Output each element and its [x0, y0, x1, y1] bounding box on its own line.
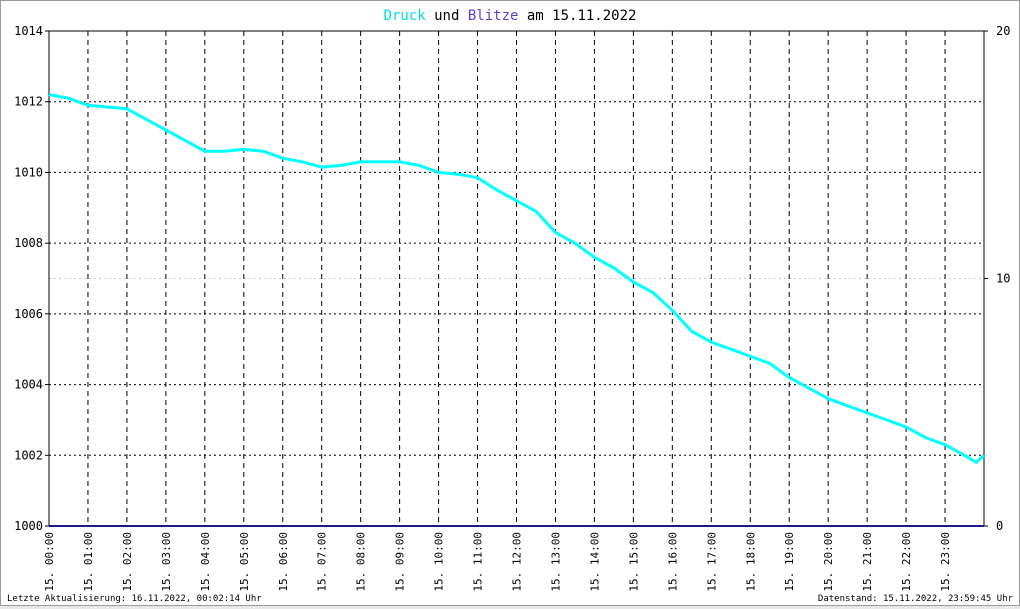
x-tick-label: 15. 12:00 — [511, 532, 524, 592]
x-tick-label: 15. 02:00 — [121, 532, 134, 592]
y-left-tick-label: 1012 — [14, 95, 43, 109]
x-tick-label: 15. 23:00 — [939, 532, 952, 592]
y-left-tick-label: 1006 — [14, 307, 43, 321]
y-left-tick-label: 1010 — [14, 165, 43, 179]
footer-data-status: Datenstand: 15.11.2022, 23:59:45 Uhr — [818, 594, 1014, 604]
x-tick-label: 15. 09:00 — [394, 532, 407, 592]
axes — [45, 30, 988, 527]
series-lines — [48, 93, 986, 527]
x-tick-label: 15. 03:00 — [160, 532, 173, 592]
y-right-tick-label: 20 — [996, 24, 1010, 38]
x-tick-label: 15. 15:00 — [627, 532, 640, 592]
y-left-tick-label: 1014 — [14, 24, 43, 38]
title-druck: Druck — [384, 8, 427, 24]
x-tick-label: 15. 00:00 — [43, 532, 56, 592]
tick-labels: 1000 1002 1004 1006 1008 1010 1012 1014 0 10 20 15.… — [14, 24, 1010, 592]
x-tick-label: 15. 01:00 — [82, 532, 95, 592]
x-tick-label: 15. 10:00 — [433, 532, 446, 592]
x-tick-label: 15. 07:00 — [316, 532, 329, 592]
y-left-tick-label: 1000 — [14, 519, 43, 533]
x-tick-label: 15. 13:00 — [549, 532, 562, 592]
x-tick-label: 15. 19:00 — [783, 532, 796, 592]
x-tick-label: 15. 05:00 — [238, 532, 251, 592]
x-tick-label: 15. 04:00 — [199, 532, 212, 592]
grid-lines — [49, 31, 984, 526]
x-tick-label: 15. 16:00 — [666, 532, 679, 592]
x-tick-label: 15. 18:00 — [744, 532, 757, 592]
footer-last-update: Letzte Aktualisierung: 16.11.2022, 00:02… — [7, 594, 262, 604]
x-tick-label: 15. 21:00 — [861, 532, 874, 592]
x-tick-label: 15. 11:00 — [472, 532, 485, 592]
title-und: und — [426, 8, 468, 24]
x-tick-label: 15. 08:00 — [355, 532, 368, 592]
y-right-tick-label: 10 — [996, 272, 1010, 286]
title-blitze: Blitze — [468, 8, 519, 24]
y-left-tick-label: 1004 — [14, 378, 43, 392]
series-line-druck — [48, 93, 986, 464]
y-left-tick-label: 1008 — [14, 236, 43, 250]
y-right-tick-label: 0 — [996, 519, 1003, 533]
title-date: am 15.11.2022 — [518, 8, 636, 24]
x-tick-label: 15. 14:00 — [588, 532, 601, 592]
y-left-tick-label: 1002 — [14, 448, 43, 462]
x-tick-label: 15. 22:00 — [900, 532, 913, 592]
x-tick-label: 15. 20:00 — [822, 532, 835, 592]
x-tick-label: 15. 17:00 — [705, 532, 718, 592]
chart-title: Druck und Blitze am 15.11.2022 — [384, 8, 637, 24]
x-tick-label: 15. 06:00 — [277, 532, 290, 592]
